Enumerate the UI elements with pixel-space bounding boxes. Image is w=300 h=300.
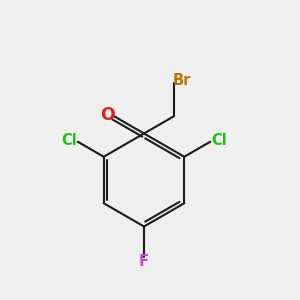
Text: F: F (139, 254, 149, 269)
Text: Cl: Cl (211, 133, 226, 148)
Text: Br: Br (173, 73, 191, 88)
Text: Cl: Cl (61, 133, 77, 148)
Text: O: O (100, 106, 115, 124)
